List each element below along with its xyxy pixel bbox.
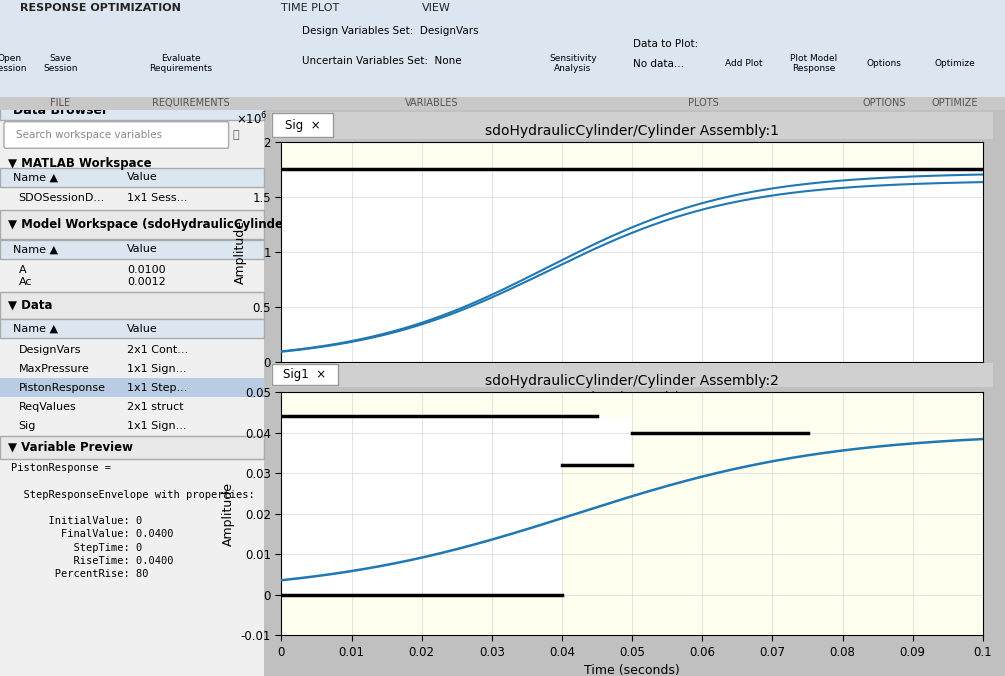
Text: Add Plot: Add Plot — [725, 59, 763, 68]
Text: Value: Value — [127, 245, 158, 254]
Text: Sensitivity
Analysis: Sensitivity Analysis — [549, 54, 597, 74]
Y-axis label: Amplitude: Amplitude — [222, 482, 235, 546]
FancyBboxPatch shape — [0, 168, 264, 187]
FancyBboxPatch shape — [0, 210, 264, 239]
Text: 0.0100: 0.0100 — [127, 265, 166, 274]
Text: 2x1 Cont...: 2x1 Cont... — [127, 345, 188, 355]
Text: Sig  ×: Sig × — [285, 118, 321, 132]
FancyBboxPatch shape — [4, 122, 228, 148]
FancyBboxPatch shape — [272, 364, 339, 385]
Text: ReqValues: ReqValues — [18, 402, 76, 412]
Text: Ac: Ac — [18, 276, 32, 287]
FancyBboxPatch shape — [0, 435, 264, 459]
Text: OPTIONS: OPTIONS — [862, 99, 907, 108]
Text: ▼ MATLAB Workspace: ▼ MATLAB Workspace — [8, 157, 152, 170]
Text: RESPONSE OPTIMIZATION: RESPONSE OPTIMIZATION — [20, 3, 181, 13]
Text: ▼ Variable Preview: ▼ Variable Preview — [8, 441, 133, 454]
Text: PLOTS: PLOTS — [688, 99, 719, 108]
Text: 1x1 Sess...: 1x1 Sess... — [127, 193, 187, 203]
Text: Design Variables Set:  DesignVars: Design Variables Set: DesignVars — [302, 26, 478, 37]
Text: Data to Plot:: Data to Plot: — [633, 39, 698, 49]
Title: sdoHydraulicCylinder/Cylinder Assembly:2: sdoHydraulicCylinder/Cylinder Assembly:2 — [485, 374, 779, 388]
Text: A: A — [18, 265, 26, 274]
Text: Uncertain Variables Set:  None: Uncertain Variables Set: None — [302, 56, 461, 66]
Y-axis label: Amplitude: Amplitude — [234, 220, 247, 284]
Text: Options: Options — [867, 59, 901, 68]
Text: Value: Value — [127, 172, 158, 183]
Text: ▼ Data: ▼ Data — [8, 299, 52, 312]
Text: Save
Session: Save Session — [43, 54, 77, 74]
Text: Name ▲: Name ▲ — [13, 245, 58, 254]
Text: VARIABLES: VARIABLES — [405, 99, 459, 108]
Text: Value: Value — [127, 324, 158, 334]
Text: Sig1  ×: Sig1 × — [283, 368, 326, 381]
Text: 🔍: 🔍 — [232, 130, 239, 140]
Text: Name ▲: Name ▲ — [13, 324, 58, 334]
Text: $\times10^6$: $\times10^6$ — [236, 111, 267, 127]
Text: 2x1 struct: 2x1 struct — [127, 402, 184, 412]
FancyBboxPatch shape — [0, 98, 264, 120]
Text: 1x1 Step...: 1x1 Step... — [127, 383, 187, 393]
FancyBboxPatch shape — [0, 239, 264, 259]
FancyBboxPatch shape — [272, 113, 334, 137]
Text: 0.0012: 0.0012 — [127, 276, 166, 287]
Text: Plot Model
Response: Plot Model Response — [790, 54, 838, 74]
X-axis label: Time (seconds): Time (seconds) — [584, 391, 680, 404]
Text: MaxPressure: MaxPressure — [18, 364, 89, 374]
Text: Name ▲: Name ▲ — [13, 172, 58, 183]
Bar — [281, 142, 983, 170]
Text: 1x1 Sign...: 1x1 Sign... — [127, 364, 186, 374]
FancyBboxPatch shape — [0, 378, 264, 397]
Text: Evaluate
Requirements: Evaluate Requirements — [150, 54, 212, 74]
Text: 1x1 Sign...: 1x1 Sign... — [127, 421, 186, 431]
FancyBboxPatch shape — [0, 291, 264, 319]
Text: PistonResponse =

  StepResponseEnvelope with properties:

      InitialValue: 0: PistonResponse = StepResponseEnvelope wi… — [11, 463, 254, 579]
Text: No data...: No data... — [633, 59, 684, 69]
Text: SDOSessionD...: SDOSessionD... — [18, 193, 105, 203]
Text: TIME PLOT: TIME PLOT — [281, 3, 340, 13]
Text: Optimize: Optimize — [935, 59, 975, 68]
Text: DesignVars: DesignVars — [18, 345, 81, 355]
Text: ▼ Model Workspace (sdoHydraulicCylinder): ▼ Model Workspace (sdoHydraulicCylinder) — [8, 218, 294, 231]
Text: REQUIREMENTS: REQUIREMENTS — [152, 99, 230, 108]
X-axis label: Time (seconds): Time (seconds) — [584, 665, 680, 676]
FancyBboxPatch shape — [0, 319, 264, 339]
Text: FILE: FILE — [50, 99, 70, 108]
Text: Search workspace variables: Search workspace variables — [16, 130, 162, 140]
Text: PistonResponse: PistonResponse — [18, 383, 106, 393]
Text: Sig: Sig — [18, 421, 36, 431]
Text: VIEW: VIEW — [422, 3, 451, 13]
Text: OPTIMIZE: OPTIMIZE — [932, 99, 978, 108]
Title: sdoHydraulicCylinder/Cylinder Assembly:1: sdoHydraulicCylinder/Cylinder Assembly:1 — [485, 124, 779, 138]
Text: Open
Session: Open Session — [0, 54, 27, 74]
Text: Data Browser: Data Browser — [13, 104, 109, 117]
